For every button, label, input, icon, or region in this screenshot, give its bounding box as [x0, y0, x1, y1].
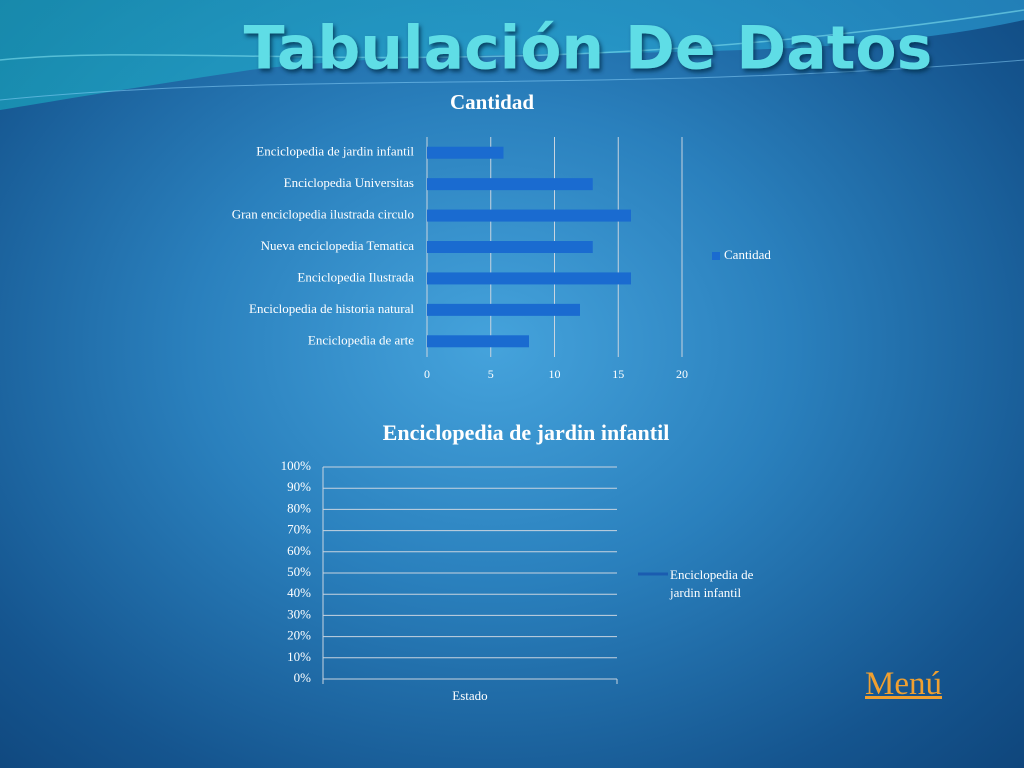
y-tick-label: Nueva enciclopedia Tematica: [261, 238, 415, 253]
x-tick-label: 15: [612, 367, 624, 381]
y-tick-label: 0%: [294, 670, 312, 685]
y-tick-label: 30%: [287, 606, 311, 621]
y-tick-label: 100%: [281, 458, 312, 473]
y-tick-label: Gran enciclopedia ilustrada circulo: [232, 207, 414, 222]
y-tick-label: Enciclopedia de jardin infantil: [256, 144, 414, 159]
x-tick-label: 0: [424, 367, 430, 381]
bar: [427, 146, 504, 159]
legend-swatch: [712, 252, 720, 260]
y-tick-label: 80%: [287, 500, 311, 515]
legend-label: Enciclopedia de jardin infantil: [670, 567, 754, 600]
y-tick-label: 90%: [287, 479, 311, 494]
y-tick-label: 10%: [287, 649, 311, 664]
y-tick-label: 70%: [287, 522, 311, 537]
chart-title: Enciclopedia de jardin infantil: [383, 420, 670, 445]
y-tick-label: Enciclopedia de historia natural: [249, 301, 414, 316]
x-tick-label: 10: [549, 367, 561, 381]
y-tick-label: Enciclopedia de arte: [308, 332, 414, 347]
slide-title: Tabulación De Datos: [244, 14, 933, 84]
y-tick-label: 50%: [287, 564, 311, 579]
bar: [427, 241, 593, 253]
y-tick-label: Enciclopedia Ilustrada: [297, 269, 414, 284]
wave-line: [0, 59, 1024, 101]
bar: [427, 335, 529, 348]
y-tick-label: 20%: [287, 628, 311, 643]
bar: [427, 209, 631, 222]
x-tick-label: 5: [488, 367, 494, 381]
y-tick-label: 40%: [287, 585, 311, 600]
chart-title: Cantidad: [450, 90, 534, 114]
x-tick-label: 20: [676, 367, 688, 381]
menu-link[interactable]: Menú: [865, 666, 942, 702]
wave-line: [0, 9, 1024, 61]
x-tick-label: Estado: [452, 688, 487, 703]
legend-label: Cantidad: [724, 247, 771, 262]
bar: [427, 303, 580, 316]
y-tick-label: Enciclopedia Universitas: [284, 175, 414, 190]
bar: [427, 178, 593, 191]
y-tick-label: 60%: [287, 543, 311, 558]
wave: [0, 0, 1024, 110]
bar: [427, 272, 631, 285]
